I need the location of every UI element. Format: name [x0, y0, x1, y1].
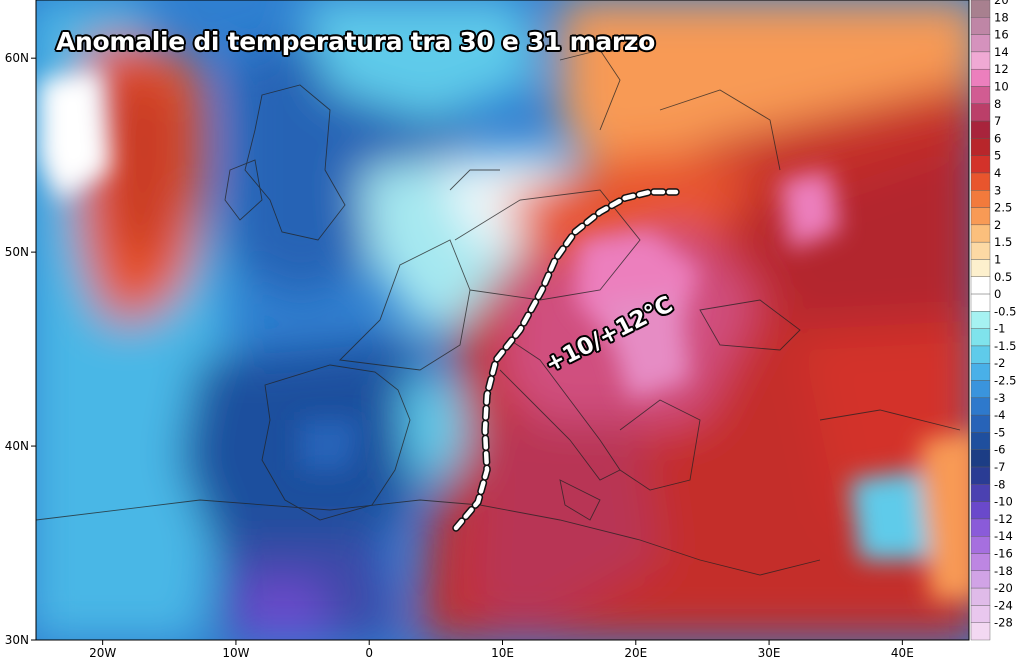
colorbar-label-21: -2: [994, 356, 1005, 370]
colorbar-swatch-0: [970, 0, 991, 18]
colorbar-label-28: -8: [994, 477, 1005, 491]
colorbar-label-25: -5: [994, 425, 1005, 439]
colorbar-label-15: 1: [994, 252, 1001, 266]
colorbar-swatch-15: [970, 259, 991, 277]
x-tick-label-5: 30E: [758, 646, 781, 660]
colorbar-label-27: -7: [994, 460, 1005, 474]
y-tick-label-1: 50N: [5, 245, 29, 259]
colorbar-label-34: -20: [994, 581, 1013, 595]
colorbar-swatch-31: [970, 536, 991, 554]
colorbar-swatch-28: [970, 484, 991, 502]
colorbar-label-22: -2.5: [994, 374, 1016, 388]
colorbar-swatch-30: [970, 518, 991, 537]
chart-title: Anomalie di temperatura tra 30 e 31 marz…: [56, 27, 656, 56]
colorbar-swatch-19: [970, 328, 991, 347]
colorbar-label-3: 14: [994, 45, 1009, 59]
colorbar-label-4: 12: [994, 62, 1009, 76]
colorbar-swatch-10: [970, 172, 991, 191]
colorbar-swatch-27: [970, 466, 991, 485]
colorbar-label-20: -1.5: [994, 339, 1016, 353]
colorbar-swatch-25: [970, 432, 991, 450]
colorbar-label-12: 2.5: [994, 201, 1012, 215]
colorbar-label-17: 0: [994, 287, 1001, 301]
colorbar-swatch-34: [970, 587, 991, 606]
colorbar-label-9: 5: [994, 149, 1001, 163]
colorbar-label-18: -0.5: [994, 304, 1016, 318]
colorbar-swatch-24: [970, 414, 991, 433]
colorbar-label-2: 16: [994, 28, 1009, 42]
colorbar-label-7: 7: [994, 114, 1001, 128]
colorbar-swatch-13: [970, 224, 991, 243]
colorbar-swatch-16: [970, 276, 991, 295]
colorbar-label-32: -16: [994, 547, 1013, 561]
map-field: [36, 0, 969, 640]
colorbar-swatch-2: [970, 34, 991, 53]
colorbar-swatch-21: [970, 363, 991, 381]
x-tick-label-4: 20E: [624, 646, 647, 660]
x-tick-label-3: 10E: [491, 646, 514, 660]
colorbar-swatch-4: [970, 68, 991, 87]
colorbar-swatch-5: [970, 86, 991, 104]
colorbar-label-23: -3: [994, 391, 1005, 405]
colorbar-swatch-22: [970, 380, 991, 399]
colorbar-swatch-1: [970, 17, 991, 35]
x-axis: 20W 10W 0 10E 20E 30E 40E: [89, 640, 914, 660]
colorbar-label-8: 6: [994, 131, 1001, 145]
colorbar-swatch-23: [970, 397, 991, 416]
colorbar-label-31: -14: [994, 529, 1013, 543]
y-axis: 60N 50N 40N 30N: [5, 51, 36, 647]
colorbar-label-5: 10: [994, 79, 1009, 93]
y-tick-label-3: 30N: [5, 633, 29, 647]
colorbar-label-11: 3: [994, 183, 1001, 197]
colorbar-legend: 20 18 16 14 12 10 8 7 6 5 4 3 2.5 2 1.5 1 0.5 0 -0.5 -1 -1.5…: [970, 0, 1016, 641]
colorbar-label-13: 2: [994, 218, 1001, 232]
colorbar-swatch-6: [970, 103, 991, 122]
colorbar-label-10: 4: [994, 166, 1001, 180]
colorbar-swatch-7: [970, 120, 991, 139]
x-tick-label-2: 0: [365, 646, 373, 660]
colorbar-swatch-29: [970, 501, 991, 520]
colorbar-label-6: 8: [994, 97, 1001, 111]
y-tick-label-2: 40N: [5, 439, 29, 453]
colorbar-label-1: 18: [994, 10, 1009, 24]
colorbar-label-30: -12: [994, 512, 1013, 526]
colorbar-label-35: -24: [994, 598, 1013, 612]
colorbar-label-29: -10: [994, 495, 1013, 509]
x-tick-label-1: 10W: [222, 646, 249, 660]
colorbar-swatch-18: [970, 311, 991, 329]
colorbar-label-26: -6: [994, 443, 1005, 457]
colorbar-swatch-17: [970, 293, 991, 312]
colorbar-swatch-36: [970, 622, 991, 641]
y-tick-label-0: 60N: [5, 51, 29, 65]
colorbar-swatch-9: [970, 155, 991, 174]
colorbar-swatch-33: [970, 570, 991, 589]
x-tick-label-0: 20W: [89, 646, 116, 660]
colorbar-label-14: 1.5: [994, 235, 1012, 249]
colorbar-label-16: 0.5: [994, 270, 1012, 284]
colorbar-label-33: -18: [994, 564, 1013, 578]
colorbar-swatch-11: [970, 190, 991, 208]
colorbar-swatch-26: [970, 449, 991, 468]
colorbar-label-0: 20: [994, 0, 1009, 7]
colorbar-swatch-12: [970, 207, 991, 226]
x-tick-label-6: 40E: [891, 646, 914, 660]
colorbar-label-24: -4: [994, 408, 1005, 422]
colorbar-label-36: -28: [994, 616, 1013, 630]
colorbar-swatch-14: [970, 241, 991, 260]
colorbar-swatch-35: [970, 605, 991, 623]
colorbar-swatch-8: [970, 138, 991, 156]
colorbar-label-19: -1: [994, 322, 1005, 336]
colorbar-swatch-3: [970, 51, 991, 70]
colorbar-swatch-20: [970, 345, 991, 364]
colorbar-swatch-32: [970, 553, 991, 572]
